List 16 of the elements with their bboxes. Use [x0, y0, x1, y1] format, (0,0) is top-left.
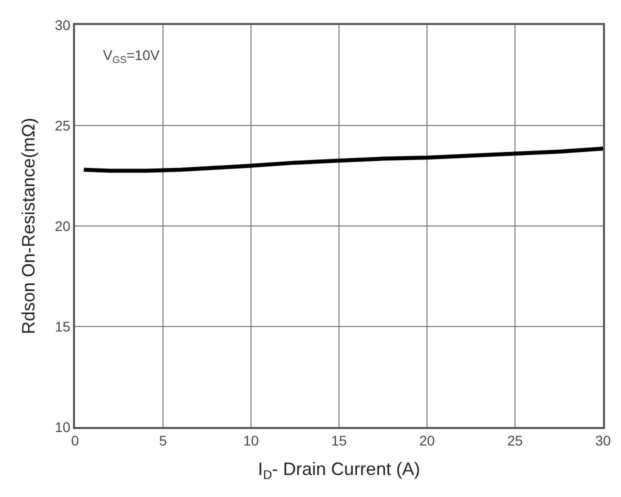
x-tick-label: 0	[71, 432, 80, 449]
x-tick-label: 20	[419, 432, 435, 449]
y-axis-title: Rdson On-Resistance(mΩ)	[18, 118, 39, 334]
line-series	[82, 146, 603, 173]
y-tick-label: 15	[54, 318, 71, 334]
x-tick-label: 5	[159, 432, 168, 449]
x-tick-label: 15	[331, 432, 347, 449]
x-tick-label: 25	[507, 432, 523, 449]
y-tick-label: 25	[54, 117, 71, 134]
y-tick-label: 10	[54, 418, 71, 435]
x-axis-title: I$_{D}$- Drain Current (A)	[258, 459, 420, 482]
annotation: V$_{GS}$=10V	[103, 47, 160, 66]
y-tick-label: 20	[54, 218, 71, 234]
x-tick-label: 30	[595, 432, 611, 449]
y-tick-label: 30	[54, 16, 71, 33]
x-tick-label: 10	[243, 432, 259, 449]
